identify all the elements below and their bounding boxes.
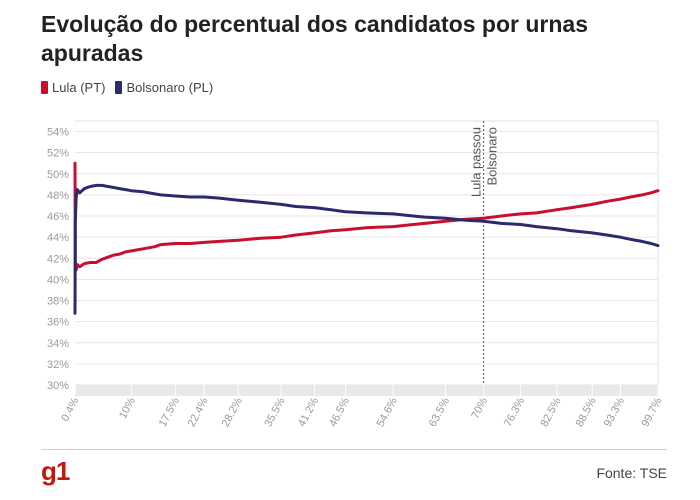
legend-label-bolsonaro: Bolsonaro (PL) [126,80,214,95]
x-tick-label: 76.3% [502,396,527,429]
x-tick-label: 54.6% [375,396,400,429]
x-tick-label: 88.5% [574,396,599,429]
g1-logo: g1 [41,456,70,486]
chart-title: Evolução do percentual dos candidatos po… [41,11,588,66]
y-tick-label: 48% [47,190,69,202]
y-tick-label: 32% [47,359,69,371]
y-tick-label: 46% [47,211,69,223]
legend-item-bolsonaro: Bolsonaro (PL) [115,80,213,95]
x-tick-label: 17.5% [157,396,182,429]
x-tick-label: 93.3% [602,396,627,429]
series-line-lula [73,161,660,272]
legend-swatch-bolsonaro [115,81,123,94]
series-line-bolsonaro [73,183,660,315]
x-tick-label: 99.7% [639,396,664,429]
x-tick-label: 0.4% [59,396,81,424]
x-axis-band [75,385,658,396]
y-tick-label: 40% [47,274,69,286]
annotation-label-line1: Lula passou [469,127,484,197]
footer-divider [41,449,667,450]
y-tick-label: 38% [47,296,69,308]
legend-item-lula: Lula (PT) [41,80,105,95]
x-tick-label: 35.5% [262,396,287,429]
y-tick-label: 30% [47,380,69,392]
legend-swatch-lula [41,81,48,94]
y-tick-label: 36% [47,317,69,329]
legend-label-lula: Lula (PT) [52,80,106,95]
x-tick-label: 22.4% [186,396,211,429]
y-tick-label: 42% [47,253,69,265]
y-tick-label: 50% [47,169,69,181]
legend: Lula (PT) Bolsonaro (PL) [41,80,223,95]
y-tick-label: 54% [47,127,69,139]
x-tick-label: 28.2% [220,396,245,429]
y-tick-label: 44% [47,232,69,244]
x-tick-label: 70% [469,396,490,421]
x-tick-label: 10% [117,396,138,421]
x-tick-label: 63.5% [427,396,452,429]
x-tick-label: 82.5% [538,396,563,429]
x-tick-label: 46.5% [327,396,352,429]
x-tick-label: 41.2% [296,396,321,429]
y-tick-label: 52% [47,148,69,160]
annotation-label-line2: Bolsonaro [485,127,500,186]
source-text: Fonte: TSE [596,465,667,481]
y-tick-label: 34% [47,338,69,350]
